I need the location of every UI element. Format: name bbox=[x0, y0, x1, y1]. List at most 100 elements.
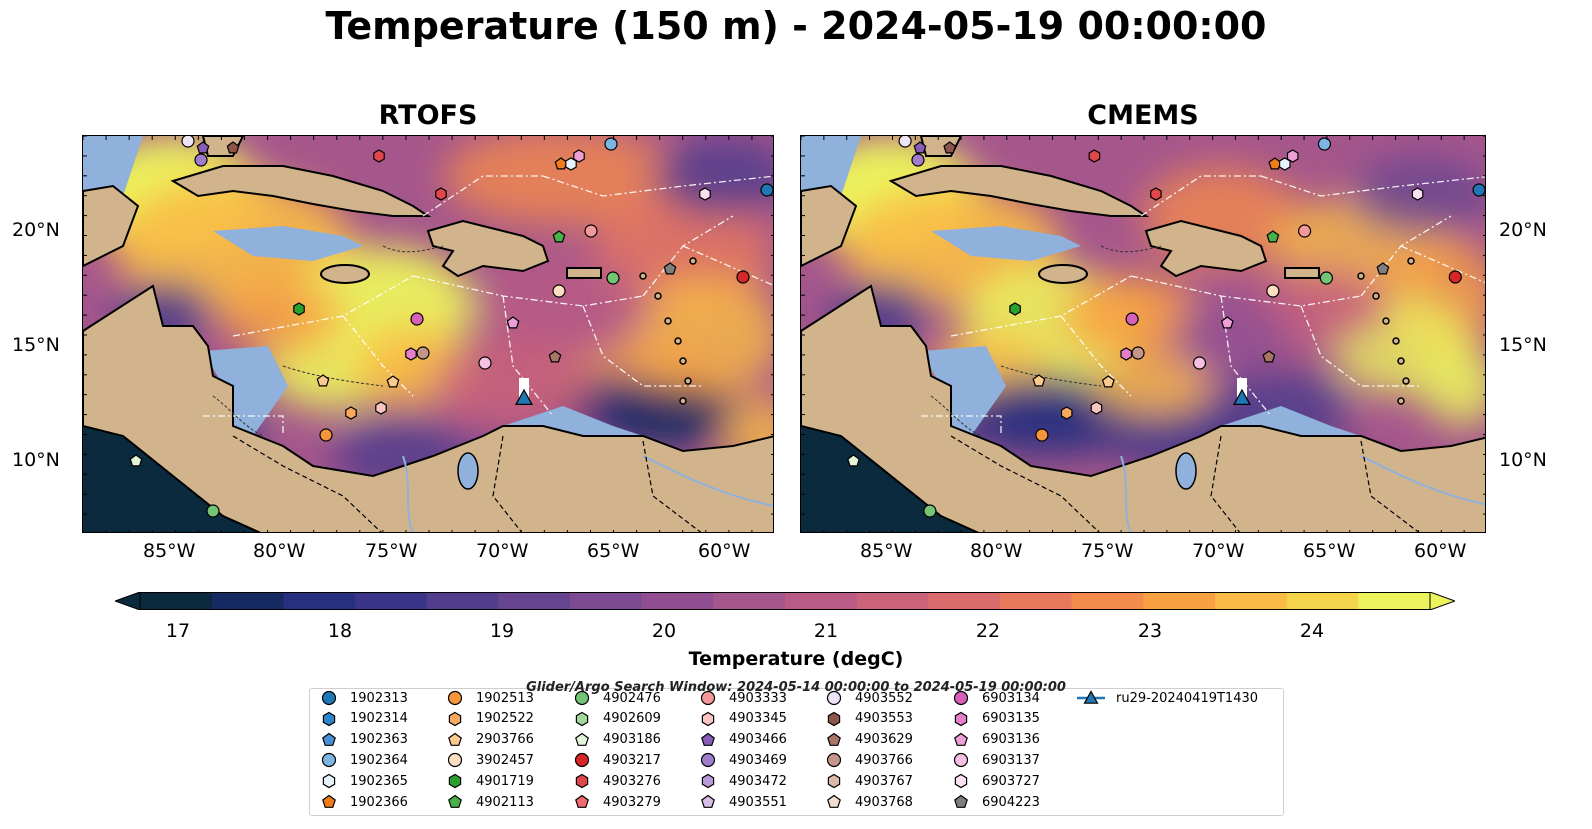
legend-marker-icon bbox=[322, 794, 336, 808]
legend-item-label: 3902457 bbox=[476, 752, 534, 768]
cuba-island bbox=[888, 165, 1150, 217]
legend-item: 4903767 bbox=[823, 772, 913, 790]
legend-item: 1902366 bbox=[318, 793, 408, 811]
puerto-rico-island bbox=[566, 267, 602, 279]
legend-marker-icon bbox=[826, 753, 842, 768]
legend-marker-icon bbox=[322, 732, 336, 746]
lon-label-85w-left: 85°W bbox=[143, 540, 196, 562]
lon-label-70w-left: 70°W bbox=[476, 540, 529, 562]
legend-item-label: 1902513 bbox=[476, 690, 534, 706]
legend-marker-icon bbox=[575, 711, 589, 726]
legend-marker-icon bbox=[322, 711, 336, 726]
legend-item-label: 1902363 bbox=[350, 732, 408, 748]
colorbar-label: Temperature (degC) bbox=[688, 648, 904, 670]
legend-item: 4903345 bbox=[697, 710, 787, 728]
legend-item-label: 4903551 bbox=[729, 794, 787, 810]
legend-item-label: 4903345 bbox=[729, 711, 787, 727]
legend-item-label: 6903134 bbox=[982, 690, 1040, 706]
hispaniola-island bbox=[1144, 219, 1268, 278]
legend-item-label: ru29-20240419T1430 bbox=[1116, 690, 1259, 706]
legend-item-label: 4902476 bbox=[603, 690, 661, 706]
legend-item-label: 6903137 bbox=[982, 752, 1040, 768]
legend-item-label: 6903136 bbox=[982, 732, 1040, 748]
legend-item-label: 1902364 bbox=[350, 752, 408, 768]
lon-label-75w-right: 75°W bbox=[1081, 540, 1134, 562]
legend-item-label: 4903186 bbox=[603, 732, 661, 748]
legend-item: 4903276 bbox=[571, 772, 661, 790]
lon-label-65w-right: 65°W bbox=[1303, 540, 1356, 562]
legend-marker-icon bbox=[701, 773, 715, 789]
legend-item: 4903472 bbox=[697, 772, 787, 790]
cmems-map[interactable] bbox=[800, 135, 1486, 533]
legend-item: 4903551 bbox=[697, 793, 787, 811]
legend-item-label: 6903727 bbox=[982, 773, 1040, 789]
legend-item-label: 4903629 bbox=[855, 732, 913, 748]
legend-item-label: 6903135 bbox=[982, 711, 1040, 727]
legend-marker-icon bbox=[827, 732, 841, 746]
legend-item: 1902313 bbox=[318, 689, 408, 707]
legend-marker-icon bbox=[447, 690, 463, 706]
legend-item: 4903279 bbox=[571, 793, 661, 811]
legend-item: 1902314 bbox=[318, 710, 408, 728]
legend-marker-icon bbox=[321, 753, 337, 768]
legend-marker-icon bbox=[954, 732, 968, 746]
legend: 1902313 1902314 1902363 1902364 1902365 19023… bbox=[309, 688, 1284, 816]
legend-item-label: 1902366 bbox=[350, 794, 408, 810]
legend-item: 4902113 bbox=[444, 793, 534, 811]
legend-marker-icon bbox=[448, 732, 462, 746]
legend-item: 4903766 bbox=[823, 751, 913, 769]
legend-item: ru29-20240419T1430 bbox=[1076, 689, 1258, 707]
mainland-landmass bbox=[83, 284, 773, 532]
legend-item: 4903466 bbox=[697, 731, 787, 749]
legend-marker-icon bbox=[953, 690, 969, 706]
legend-marker-icon bbox=[321, 690, 337, 706]
legend-item-label: 4903768 bbox=[855, 794, 913, 810]
rtofs-map[interactable] bbox=[82, 135, 774, 533]
legend-marker-icon bbox=[700, 753, 716, 768]
legend-item-label: 4903553 bbox=[855, 711, 913, 727]
legend-item: 4902476 bbox=[571, 689, 661, 707]
legend-item: 4903629 bbox=[823, 731, 913, 749]
legend-marker-icon bbox=[448, 773, 462, 789]
legend-marker-icon bbox=[700, 690, 716, 706]
legend-item-label: 1902313 bbox=[350, 690, 408, 706]
legend-item-label: 4903217 bbox=[603, 752, 661, 768]
legend-item: 6904223 bbox=[950, 793, 1040, 811]
colorbar-graphic bbox=[113, 591, 1457, 611]
legend-item-label: 6904223 bbox=[982, 794, 1040, 810]
legend-marker-icon bbox=[701, 711, 715, 726]
cuba-island bbox=[170, 165, 432, 217]
lat-label-15n-right: 15°N bbox=[1499, 334, 1547, 356]
lon-label-70w-right: 70°W bbox=[1192, 540, 1245, 562]
lat-label-15n-left: 15°N bbox=[12, 334, 60, 356]
legend-marker-icon bbox=[701, 732, 715, 746]
panel-title-rtofs: RTOFS bbox=[378, 100, 478, 131]
legend-marker-icon bbox=[447, 753, 463, 768]
legend-item-label: 4903552 bbox=[855, 690, 913, 706]
lon-label-75w-left: 75°W bbox=[365, 540, 418, 562]
colorbar-tick-22: 22 bbox=[975, 620, 1001, 642]
legend-item-label: 4903279 bbox=[603, 794, 661, 810]
legend-item-label: 4903276 bbox=[603, 773, 661, 789]
legend-item-label: 4903766 bbox=[855, 752, 913, 768]
legend-marker-icon bbox=[448, 711, 462, 726]
colorbar bbox=[113, 591, 1457, 614]
legend-item: 3902457 bbox=[444, 751, 534, 769]
lon-label-80w-right: 80°W bbox=[970, 540, 1023, 562]
legend-marker-icon bbox=[953, 753, 969, 768]
colorbar-tick-20: 20 bbox=[651, 620, 677, 642]
legend-marker-icon bbox=[701, 794, 715, 808]
legend-marker-icon bbox=[827, 773, 841, 789]
legend-item: 6903136 bbox=[950, 731, 1040, 749]
legend-item: 4903469 bbox=[697, 751, 787, 769]
legend-marker-icon bbox=[575, 732, 589, 746]
legend-item: 6903137 bbox=[950, 751, 1040, 769]
legend-marker-icon bbox=[954, 794, 968, 808]
legend-item-label: 4903472 bbox=[729, 773, 787, 789]
legend-item: 6903135 bbox=[950, 710, 1040, 728]
legend-marker-icon bbox=[826, 690, 842, 706]
legend-item-label: 2903766 bbox=[476, 732, 534, 748]
legend-marker-icon bbox=[575, 773, 589, 789]
jamaica-island bbox=[320, 264, 370, 284]
lat-label-20n-right: 20°N bbox=[1499, 219, 1547, 241]
